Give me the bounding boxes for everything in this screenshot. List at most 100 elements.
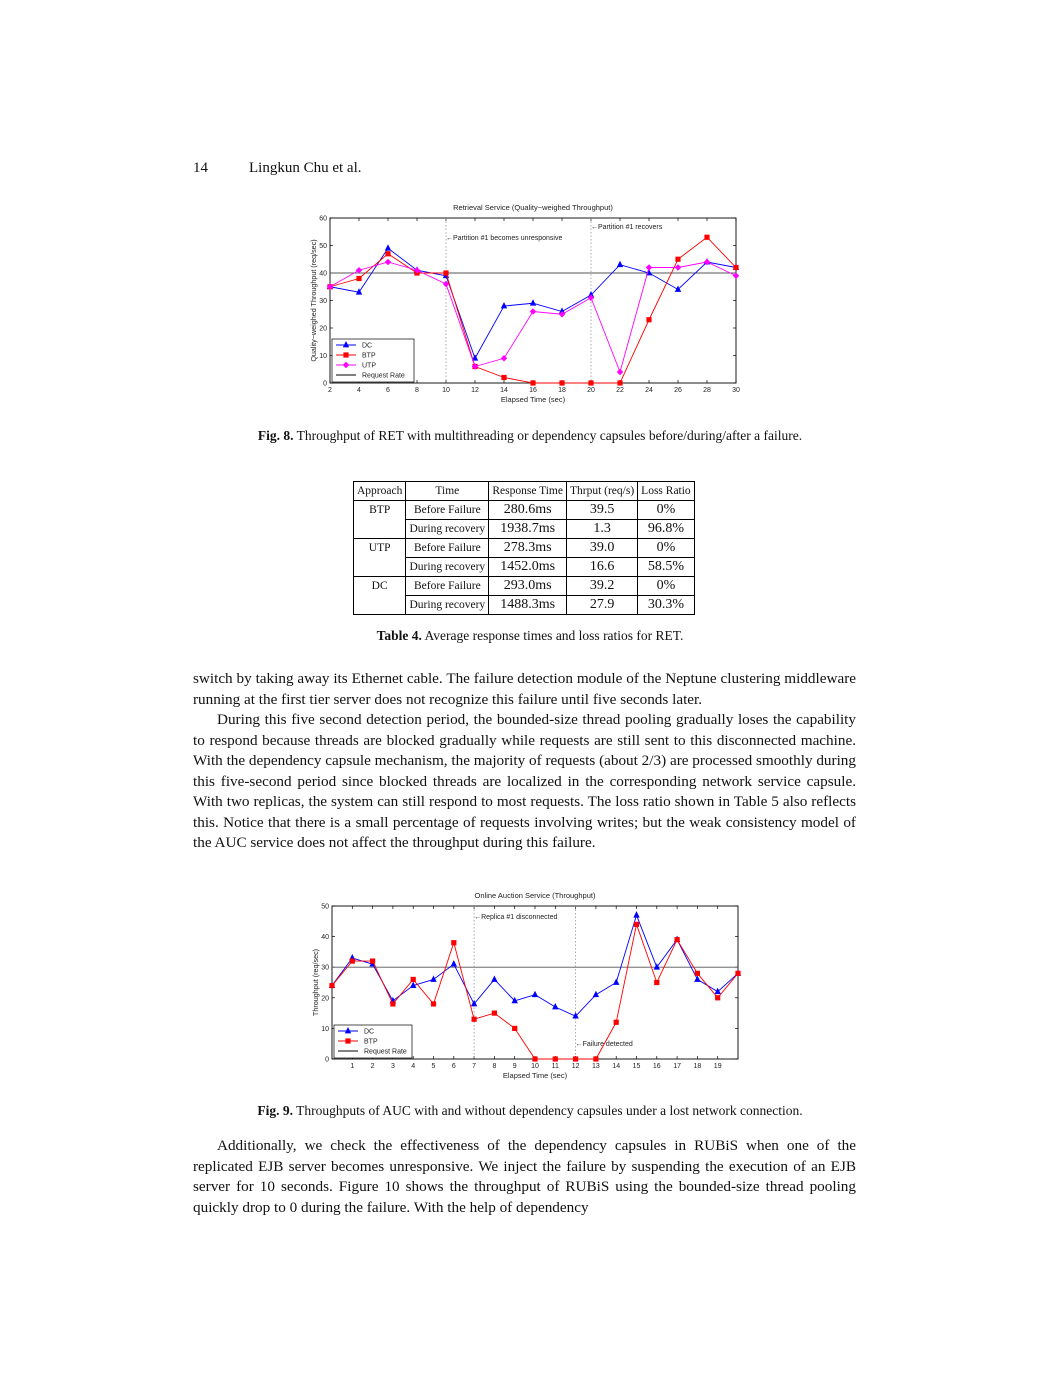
y-tick-label: 0 [325,1057,329,1064]
cell-response: 278.3ms [488,538,567,558]
data-point-btp [501,374,507,381]
y-tick-label: 40 [319,271,327,278]
header-approach: Approach [352,481,407,501]
page-number: 14 [193,160,208,176]
x-tick-label: 6 [386,387,390,394]
x-tick-label: 24 [645,387,653,394]
cell-approach [352,557,407,577]
x-tick-label: 18 [558,387,566,394]
data-point-utp [500,355,508,362]
cell-response: 293.0ms [488,576,567,596]
x-tick-label: 22 [616,387,624,394]
cell-loss: 0% [637,576,695,596]
x-tick-label: 8 [415,387,419,394]
data-point-utp [442,280,450,288]
cell-response: 280.6ms [488,500,567,520]
data-point-dc [714,987,721,995]
header-response-time: Response Time [488,481,567,501]
data-point-dc [592,990,600,998]
data-point-utp [471,363,479,370]
y-tick-label: 30 [321,965,329,972]
paragraph-1: switch by taking away its Ethernet cable… [193,670,856,708]
cell-time: During recovery [405,519,490,539]
data-point-btp [694,970,700,976]
cell-thrput: 1.3 [565,519,639,539]
legend-swatch-marker [345,1038,351,1044]
x-tick-label: 10 [531,1063,539,1070]
legend-label: BTP [362,353,376,360]
data-point-btp [443,270,449,276]
x-tick-label: 19 [714,1063,722,1070]
y-tick-label: 40 [321,934,329,941]
running-header-authors: Lingkun Chu et al. [249,160,362,176]
data-point-dc [384,244,392,251]
x-tick-label: 7 [472,1063,476,1070]
x-tick-label: 6 [452,1063,456,1070]
body-text-top: switch by taking away its Ethernet cable… [193,669,856,854]
legend-swatch-marker [343,352,349,358]
data-point-btp [733,264,739,271]
table-row: BTP Before Failure 280.6ms 39.5 0% [352,500,695,520]
data-point-btp [370,958,376,964]
cell-thrput: 16.6 [565,557,639,577]
figure-8-chart: Retrieval Service (Quality−weighed Throu… [309,203,740,404]
legend-label: DC [364,1029,374,1036]
x-tick-label: 16 [529,387,537,394]
data-point-utp [674,264,682,271]
data-point-utp [703,258,711,266]
data-point-btp [646,317,652,323]
y-axis-label: Throughput (req/sec) [311,949,320,1016]
cell-thrput: 39.5 [565,500,639,520]
data-point-btp [588,380,594,386]
header-loss-ratio: Loss Ratio [637,481,695,501]
x-tick-label: 5 [432,1063,436,1070]
x-tick-label: 4 [357,387,361,394]
x-tick-label: 20 [587,387,595,394]
figure-8-caption-label: Fig. 8. [257,428,294,443]
x-tick-label: 2 [328,387,332,394]
legend-swatch-marker [342,341,350,348]
data-point-dc [587,291,595,298]
cell-time: During recovery [405,595,490,615]
table-4-caption-label: Table 4. [376,628,422,643]
table-row: During recovery 1452.0ms 16.6 58.5% [352,557,695,577]
cell-approach [352,519,407,539]
data-point-btp [593,1056,599,1062]
data-point-dc [633,911,640,918]
table-4-caption-text: Average response times and loss ratios f… [424,628,684,643]
table-4: Approach Time Response Time Thrput (req/… [352,481,695,615]
x-tick-label: 30 [732,387,740,394]
data-point-dc [491,975,498,982]
data-point-btp [613,1019,619,1025]
data-point-utp [413,267,421,274]
data-point-btp [735,970,741,976]
data-point-btp [356,275,362,282]
cell-loss: 0% [637,500,695,520]
x-tick-label: 10 [442,387,450,394]
data-point-btp [617,380,623,386]
data-point-btp [704,234,710,240]
annotation-label: ←Partition #1 becomes unresponsive [446,235,562,242]
y-tick-label: 50 [319,243,327,250]
figure-9-chart: Online Auction Service (Throughput)1 2 3 4 5… [311,891,742,1080]
cell-loss: 0% [637,538,695,558]
data-point-btp [552,1056,558,1062]
data-point-dc [410,981,417,988]
data-point-dc [511,996,518,1004]
paragraph-3: Additionally, we check the effectiveness… [193,1137,856,1216]
data-point-btp [633,921,640,927]
figure-9-caption-label: Fig. 9. [257,1103,293,1118]
cell-approach: BTP [352,500,407,520]
x-tick-label: 4 [411,1063,415,1070]
annotation-label: ←Partition #1 recovers [591,224,663,231]
x-tick-label: 3 [391,1063,395,1070]
data-point-btp [385,251,391,257]
legend-label: UTP [362,363,376,370]
x-tick-label: 9 [513,1063,517,1070]
body-text-bottom: Additionally, we check the effectiveness… [193,1136,856,1218]
data-point-dc [613,978,620,985]
data-point-btp [349,958,355,964]
data-point-btp [329,982,335,989]
data-point-btp [530,380,536,386]
data-point-utp [732,272,740,279]
